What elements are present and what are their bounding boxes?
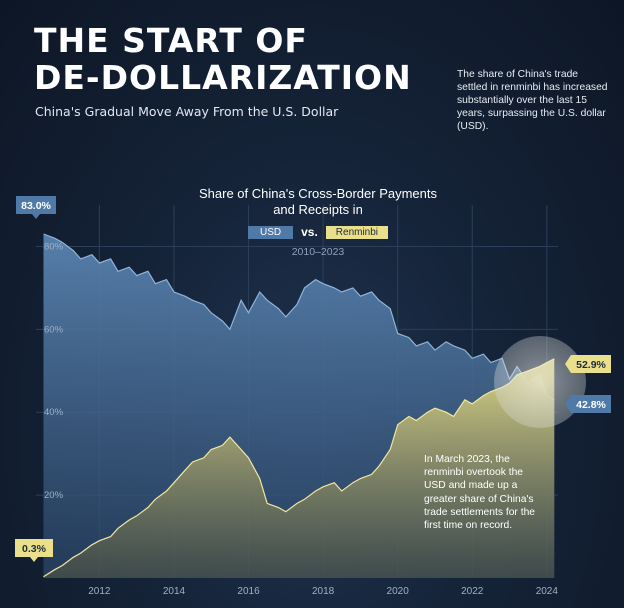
chart-title: Share of China's Cross-Border Payments a… — [198, 186, 438, 217]
chart-labels: 2012 2014 2016 2018 2020 2022 2024 80% 60% 40% 20%… — [15, 196, 611, 597]
renminbi-area-line — [43, 358, 555, 578]
y-tick-label: 60% — [44, 324, 64, 335]
x-tick-label: 2018 — [312, 586, 335, 597]
usd-end-badge-text: 42.8% — [576, 399, 606, 411]
chart-period: 2010–2023 — [291, 246, 345, 258]
page-title: THE START OF DE-DOLLARIZATION — [34, 22, 412, 96]
usd-end-badge-shape — [565, 395, 611, 413]
legend-renminbi: Renminbi — [325, 225, 389, 239]
x-tick-label: 2024 — [536, 586, 559, 597]
chart-areas — [43, 233, 555, 578]
usd-end-badge: 42.8% — [565, 395, 611, 413]
y-tick-label: 40% — [44, 407, 64, 418]
highlight-circle — [494, 336, 586, 428]
rmb-start-badge: 0.3% — [15, 539, 53, 562]
legend-usd: USD — [247, 225, 294, 239]
rmb-end-badge-text: 52.9% — [576, 359, 606, 371]
x-tick-label: 2020 — [387, 586, 410, 597]
rmb-end-badge: 52.9% — [565, 355, 611, 373]
rmb-start-badge-text: 0.3% — [22, 543, 47, 555]
rmb-end-badge-shape — [565, 355, 611, 373]
usd-start-badge-shape — [16, 196, 56, 219]
x-tick-label: 2016 — [237, 586, 260, 597]
y-tick-label: 20% — [44, 490, 64, 501]
rmb-start-badge-shape — [15, 539, 53, 562]
chart: 2012 2014 2016 2018 2020 2022 2024 80% 60% 40% 20%… — [15, 196, 611, 597]
title-line-2: DE-DOLLARIZATION — [34, 58, 412, 97]
page-subtitle: China's Gradual Move Away From the U.S. … — [35, 104, 339, 119]
chart-legend: USD vs. Renminbi — [195, 225, 441, 239]
usd-start-badge-text: 83.0% — [21, 200, 51, 212]
intro-note: The share of China's trade settled in re… — [457, 69, 608, 132]
usd-start-badge: 83.0% — [16, 196, 56, 219]
usd-area-line — [43, 233, 555, 401]
x-tick-label: 2014 — [163, 586, 186, 597]
callout-text: In March 2023, the renminbi overtook the… — [424, 454, 536, 532]
x-tick-label: 2022 — [461, 586, 484, 597]
title-line-1: THE START OF — [34, 21, 308, 60]
y-tick-label: 80% — [44, 241, 64, 252]
x-tick-label: 2012 — [88, 586, 111, 597]
legend-vs: vs. — [301, 225, 318, 239]
